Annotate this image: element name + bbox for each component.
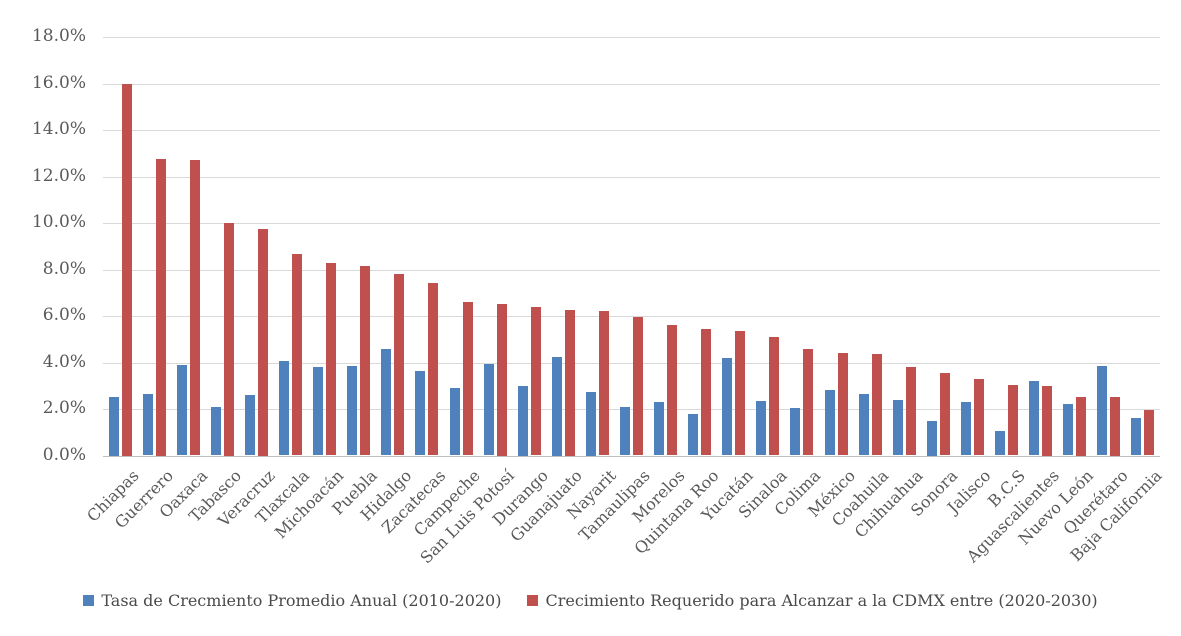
bar-requerido-tlaxcala — [292, 254, 303, 456]
bar-tasa-chiapas — [108, 397, 119, 456]
bar-requerido-chihuahua — [905, 367, 916, 456]
bar-requerido-colima — [803, 348, 814, 456]
bar-tasa-guerrero — [142, 393, 153, 456]
bar-requerido-tabasco — [223, 223, 234, 456]
y-axis-tick-label: 2.0% — [42, 398, 86, 418]
y-axis-tick-label: 14.0% — [31, 119, 86, 139]
bar-requerido-zacatecas — [428, 283, 439, 456]
bar-requerido-coahuila — [871, 354, 882, 456]
legend-item-tasa: Tasa de Crecmiento Promedio Anual (2010-… — [83, 591, 501, 610]
bar-requerido-durango — [530, 306, 541, 456]
y-axis-tick-label: 6.0% — [42, 305, 86, 325]
bar-requerido-veracruz — [257, 228, 268, 456]
bar-requerido-baja-california — [1144, 410, 1155, 456]
y-axis-tick-label: 12.0% — [31, 165, 86, 186]
bar-tasa-b-c-s — [995, 431, 1006, 456]
bar-tasa-michoacan — [313, 367, 324, 456]
gridline — [103, 269, 1160, 271]
bar-requerido-hidalgo — [394, 274, 405, 456]
gridline — [103, 316, 1160, 317]
gridline — [103, 176, 1160, 178]
bar-tasa-nayarit — [585, 391, 596, 456]
gridline — [103, 362, 1160, 364]
bar-tasa-quintana-roo — [688, 413, 699, 456]
bar-tasa-tabasco — [210, 406, 221, 456]
bar-tasa-coahuila — [858, 393, 869, 456]
bar-requerido-sinaloa — [769, 336, 780, 456]
bar-tasa-puebla — [347, 365, 358, 456]
y-axis-tick-label: 8.0% — [42, 258, 86, 279]
bar-tasa-zacatecas — [415, 370, 426, 456]
bar-requerido-morelos — [667, 325, 678, 456]
bar-requerido-puebla — [360, 266, 371, 456]
gridline — [103, 83, 1160, 85]
bar-requerido-quintana-roo — [701, 328, 712, 456]
bar-tasa-aguascalientes — [1029, 381, 1040, 456]
bar-requerido-san-luis-potosi — [496, 304, 507, 456]
legend-item-requerido: Crecimiento Requerido para Alcanzar a la… — [527, 591, 1098, 610]
bar-requerido-mexico — [837, 353, 848, 456]
y-axis-tick-label: 0.0% — [42, 444, 86, 465]
bar-requerido-queretaro — [1110, 397, 1121, 456]
gridline — [103, 223, 1160, 224]
bar-requerido-oaxaca — [189, 160, 200, 456]
legend: Tasa de Crecmiento Promedio Anual (2010-… — [0, 591, 1181, 610]
bar-tasa-san-luis-potosi — [483, 363, 494, 456]
bar-tasa-guanajuato — [551, 356, 562, 456]
bar-tasa-mexico — [824, 390, 835, 456]
bar-requerido-chiapas — [121, 83, 132, 456]
bar-tasa-veracruz — [244, 395, 255, 456]
bar-tasa-campeche — [449, 388, 460, 456]
bar-tasa-sinaloa — [756, 400, 767, 456]
bar-requerido-tamaulipas — [633, 317, 643, 456]
bar-tasa-chihuahua — [892, 399, 903, 456]
gridline — [103, 130, 1160, 131]
bar-requerido-guerrero — [155, 159, 166, 456]
bar-requerido-guanajuato — [564, 310, 575, 456]
bar-tasa-jalisco — [960, 402, 971, 456]
legend-label-tasa: Tasa de Crecmiento Promedio Anual (2010-… — [101, 591, 502, 610]
legend-marker-requerido — [527, 595, 539, 606]
bar-tasa-hidalgo — [381, 348, 392, 456]
y-axis-tick-label: 4.0% — [42, 351, 86, 372]
bar-tasa-morelos — [654, 402, 665, 456]
y-axis-tick-label: 10.0% — [31, 212, 86, 232]
bar-requerido-aguascalientes — [1042, 385, 1053, 456]
bar-requerido-jalisco — [973, 378, 984, 456]
gridline — [103, 409, 1160, 410]
x-axis-line — [103, 455, 1160, 457]
bar-tasa-colima — [790, 407, 801, 456]
bar-tasa-oaxaca — [176, 364, 187, 456]
bar-requerido-nuevo-leon — [1076, 397, 1087, 456]
bar-tasa-durango — [517, 385, 528, 456]
bar-requerido-yucatan — [735, 331, 746, 456]
bar-requerido-nayarit — [598, 311, 609, 456]
y-axis-tick-label: 18.0% — [31, 26, 86, 46]
bar-requerido-michoacan — [326, 262, 337, 456]
bar-tasa-yucatan — [722, 357, 733, 456]
bar-tasa-sonora — [926, 420, 937, 456]
bar-requerido-sonora — [939, 372, 950, 456]
bar-requerido-campeche — [462, 302, 473, 456]
y-axis-tick-label: 16.0% — [31, 72, 86, 93]
bar-tasa-tamaulipas — [620, 406, 630, 456]
bar-tasa-queretaro — [1097, 365, 1108, 456]
gridline — [103, 37, 1160, 38]
bar-tasa-nuevo-leon — [1063, 404, 1074, 456]
bar-tasa-tlaxcala — [279, 361, 290, 456]
legend-marker-tasa — [83, 595, 95, 606]
legend-label-requerido: Crecimiento Requerido para Alcanzar a la… — [545, 591, 1098, 610]
bar-requerido-b-c-s — [1008, 384, 1019, 456]
bar-tasa-baja-california — [1131, 418, 1142, 456]
